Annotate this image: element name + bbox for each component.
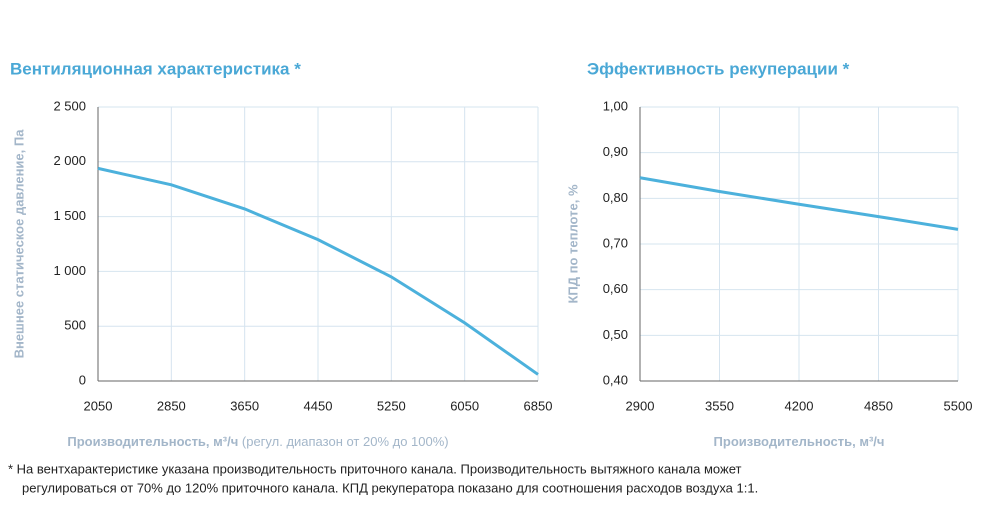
x-tick-label: 4450	[304, 398, 333, 413]
chart-title: Вентиляционная характеристика *	[10, 59, 301, 78]
y-tick-label: 500	[64, 318, 86, 333]
x-tick-label: 6050	[450, 398, 479, 413]
x-tick-label: 2900	[626, 398, 655, 413]
x-axis-label: Производительность, м³/ч	[67, 434, 238, 449]
x-tick-label: 2050	[84, 398, 113, 413]
x-tick-label: 6850	[524, 398, 553, 413]
x-axis-note: (регул. диапазон от 20% до 100%)	[242, 434, 449, 449]
x-tick-label: 5250	[377, 398, 406, 413]
x-tick-label: 3650	[230, 398, 259, 413]
series-line	[639, 176, 959, 231]
footnote: регулироваться от 70% до 120% приточного…	[22, 480, 758, 495]
y-tick-label: 0,50	[603, 327, 628, 342]
y-tick-label: 0,90	[603, 144, 628, 159]
y-tick-label: 0	[79, 372, 86, 387]
y-tick-label: 1 000	[53, 263, 86, 278]
x-axis-label: Производительность, м³/ч	[714, 434, 885, 449]
x-tick-label: 2850	[157, 398, 186, 413]
y-tick-label: 0,80	[603, 190, 628, 205]
y-tick-label: 2 500	[53, 98, 86, 113]
y-tick-label: 2 000	[53, 153, 86, 168]
footnote: * На вентхарактеристике указана производ…	[8, 461, 741, 476]
x-axis-label: Производительность, м³/ч	[714, 434, 885, 449]
x-tick-label: 5500	[944, 398, 973, 413]
x-tick-label: 3550	[705, 398, 734, 413]
x-tick-label: 4200	[785, 398, 814, 413]
x-axis-label: Производительность, м³/ч (регул. диапазо…	[67, 434, 448, 449]
y-tick-label: 1,00	[603, 98, 628, 113]
chart-title: Эффективность рекуперации *	[587, 59, 850, 78]
y-tick-label: 0,70	[603, 235, 628, 250]
x-tick-label: 4850	[864, 398, 893, 413]
y-axis-label: Внешнее статическое давление, Па	[11, 129, 26, 359]
y-axis-label: КПД по теплоте, %	[565, 184, 580, 304]
y-tick-label: 1 500	[53, 208, 86, 223]
y-tick-label: 0,40	[603, 372, 628, 387]
series-line	[97, 166, 539, 376]
y-tick-label: 0,60	[603, 281, 628, 296]
